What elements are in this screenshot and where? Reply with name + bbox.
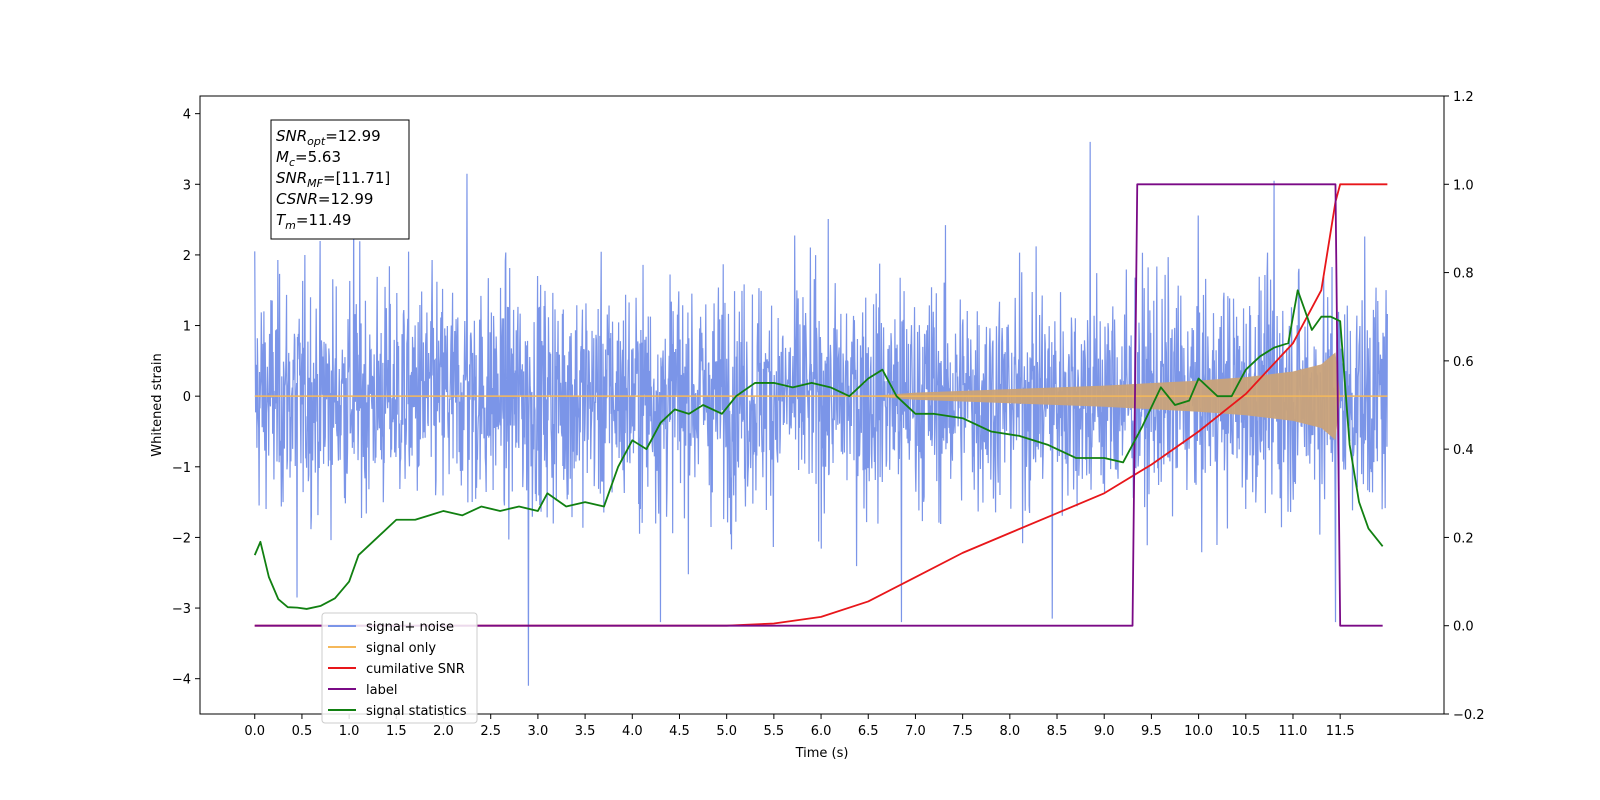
y-tick-label: 3 [183, 178, 191, 193]
y-tick-label: 4 [183, 108, 191, 123]
series-signal-noise-line [254, 141, 1388, 686]
annotation-line: SNRMF=[11.71] [276, 169, 390, 190]
legend-label: cumilative SNR [366, 662, 465, 677]
x-tick-label: 9.0 [1094, 724, 1115, 739]
legend-frame [321, 612, 478, 724]
legend-label: signal statistics [366, 704, 467, 719]
x-tick-label: 5.0 [716, 724, 737, 739]
x-tick-label: 1.5 [386, 724, 407, 739]
x-tick-label: 0.5 [292, 724, 313, 739]
y-tick-label: 0 [183, 390, 191, 405]
annotation-line: SNRopt=12.99 [276, 127, 381, 148]
x-tick-label: 8.0 [999, 724, 1020, 739]
annotation-box: SNRopt=12.99Mc=5.63SNRMF=[11.71]CSNR=12.… [270, 119, 410, 240]
series-signal-statistics-line [253, 289, 1384, 610]
y-axis-right: 1.2 1.0 0.8 0.6 0.4 0.2 0.0 −0.2 [1444, 90, 1485, 723]
y-tick-label: −1 [172, 461, 191, 476]
x-tick-label: 2.5 [480, 724, 501, 739]
series-cumilative-snr-line [254, 183, 1388, 627]
x-axis-label: Time (s) [795, 746, 849, 761]
y2-tick-label: 0.2 [1453, 531, 1474, 546]
x-tick-label: 6.5 [858, 724, 879, 739]
legend-label: signal only [366, 641, 436, 656]
y-tick-label: −3 [172, 602, 191, 617]
x-tick-label: 5.5 [764, 724, 785, 739]
y-axis-left: 4 3 2 1 0 −1 −2 −3 −4 [172, 108, 200, 688]
x-tick-label: 6.0 [811, 724, 832, 739]
x-tick-label: 3.5 [575, 724, 596, 739]
y2-tick-label: 1.2 [1453, 90, 1474, 105]
y2-tick-label: −0.2 [1453, 708, 1485, 723]
x-tick-label: 9.5 [1141, 724, 1162, 739]
y-tick-label: −2 [172, 531, 191, 546]
x-tick-label: 11.0 [1279, 724, 1308, 739]
x-tick-label: 4.5 [669, 724, 690, 739]
x-tick-label: 10.0 [1184, 724, 1213, 739]
y2-tick-label: 0.6 [1453, 355, 1474, 370]
y2-tick-label: 0.0 [1453, 620, 1474, 635]
x-tick-label: 3.0 [528, 724, 549, 739]
annotation-line: CSNR=12.99 [276, 190, 373, 208]
y2-tick-label: 1.0 [1453, 178, 1474, 193]
legend: signal+ noise signal only cumilative SNR la… [321, 612, 478, 724]
plot-area [253, 141, 1388, 686]
x-tick-label: 11.5 [1326, 724, 1355, 739]
y-tick-label: −4 [172, 673, 191, 688]
x-axis: 0.0 0.5 1.0 1.5 2.0 2.5 3.0 3.5 4.0 4.5 5.0 5.5 6.0 6… [244, 714, 1355, 739]
x-tick-label: 7.0 [905, 724, 926, 739]
y2-tick-label: 0.8 [1453, 267, 1474, 282]
x-tick-label: 2.0 [433, 724, 454, 739]
x-tick-label: 8.5 [1047, 724, 1068, 739]
x-tick-label: 0.0 [244, 724, 265, 739]
x-tick-label: 4.0 [622, 724, 643, 739]
y-tick-label: 2 [183, 249, 191, 264]
legend-label: signal+ noise [366, 620, 454, 635]
annotation-line: Mc=5.63 [276, 148, 341, 169]
x-tick-label: 10.5 [1231, 724, 1260, 739]
y-tick-label: 1 [183, 320, 191, 335]
y2-tick-label: 0.4 [1453, 443, 1474, 458]
annotation-frame [270, 119, 410, 240]
annotation-line: Tm=11.49 [276, 211, 351, 232]
x-tick-label: 7.5 [952, 724, 973, 739]
x-tick-label: 1.0 [339, 724, 360, 739]
y-axis-label: Whitened strain [150, 353, 165, 456]
plot-frame [199, 95, 1445, 715]
legend-label: label [366, 683, 397, 698]
series-label-line [254, 183, 1383, 627]
